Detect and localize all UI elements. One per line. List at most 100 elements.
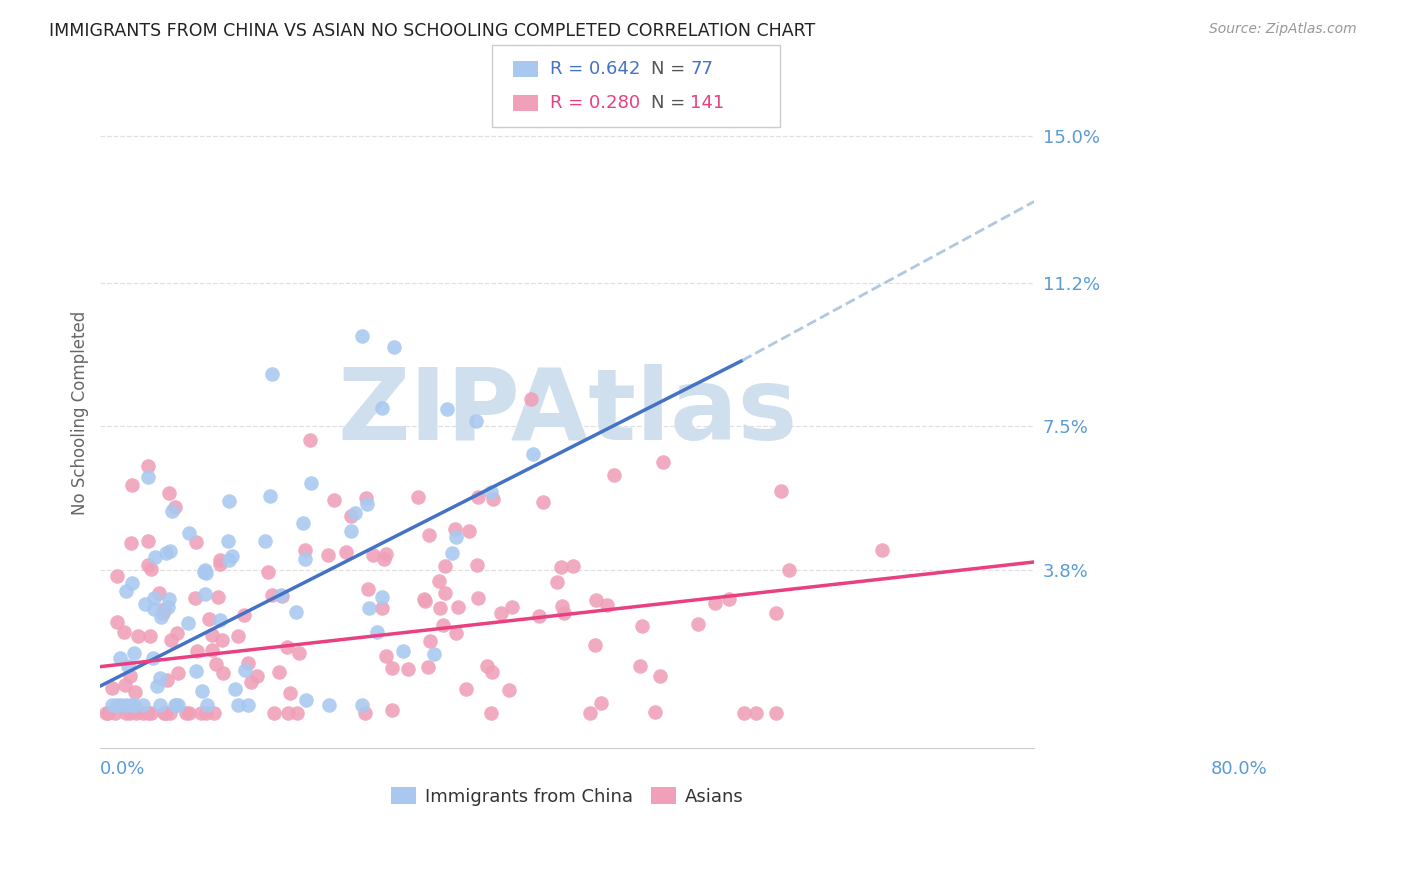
Point	[96, 706, 118, 720]
Point	[124, 706, 146, 720]
Point	[285, 605, 308, 619]
Point	[201, 628, 224, 642]
Point	[118, 706, 141, 720]
Point	[366, 624, 388, 639]
Point	[260, 368, 283, 382]
Point	[114, 583, 136, 598]
Point	[371, 401, 394, 416]
Point	[153, 706, 176, 720]
Point	[200, 643, 222, 657]
Point	[299, 476, 322, 491]
Point	[520, 392, 543, 406]
Point	[179, 526, 201, 541]
Point	[105, 698, 128, 713]
Point	[132, 706, 155, 720]
Point	[110, 698, 132, 713]
Point	[166, 625, 188, 640]
Point	[269, 665, 291, 679]
Point	[136, 458, 159, 473]
Text: N =: N =	[651, 60, 690, 78]
Point	[278, 686, 301, 700]
Point	[441, 546, 464, 560]
Point	[197, 698, 219, 713]
Point	[159, 544, 181, 558]
Point	[413, 593, 436, 607]
Point	[202, 706, 225, 720]
Point	[211, 666, 233, 681]
Point	[481, 665, 503, 680]
Point	[357, 582, 380, 596]
Point	[136, 533, 159, 548]
Point	[553, 606, 575, 620]
Point	[396, 662, 419, 676]
Point	[533, 495, 555, 509]
Point	[427, 574, 450, 588]
Point	[354, 491, 377, 505]
Point	[769, 484, 792, 499]
Point	[371, 601, 394, 615]
Point	[254, 534, 277, 549]
Point	[628, 659, 651, 673]
Point	[124, 684, 146, 698]
Point	[156, 673, 179, 688]
Point	[374, 547, 396, 561]
Y-axis label: No Schooling Completed: No Schooling Completed	[72, 310, 89, 515]
Point	[382, 340, 405, 354]
Point	[434, 586, 457, 600]
Point	[562, 558, 585, 573]
Point	[648, 669, 671, 683]
Point	[139, 628, 162, 642]
Point	[551, 599, 574, 613]
Point	[352, 698, 374, 713]
Point	[127, 629, 149, 643]
Point	[498, 683, 520, 698]
Point	[238, 656, 260, 670]
Point	[444, 626, 467, 640]
Point	[218, 494, 240, 508]
Point	[105, 568, 128, 582]
Point	[323, 492, 346, 507]
Point	[547, 574, 569, 589]
Point	[114, 678, 136, 692]
Point	[121, 576, 143, 591]
Point	[157, 591, 180, 606]
Point	[371, 590, 394, 604]
Point	[294, 542, 316, 557]
Point	[704, 596, 727, 610]
Point	[221, 549, 243, 563]
Point	[101, 681, 124, 696]
Point	[186, 644, 208, 658]
Point	[718, 592, 741, 607]
Point	[527, 609, 550, 624]
Point	[228, 630, 250, 644]
Point	[489, 606, 512, 620]
Point	[318, 698, 340, 713]
Point	[285, 706, 308, 720]
Point	[583, 638, 606, 652]
Point	[688, 617, 710, 632]
Point	[436, 401, 458, 416]
Point	[467, 490, 489, 504]
Point	[432, 618, 454, 632]
Point	[444, 529, 467, 543]
Point	[299, 433, 322, 447]
Point	[479, 706, 502, 720]
Point	[160, 503, 183, 517]
Point	[143, 550, 166, 565]
Point	[644, 705, 666, 719]
Point	[160, 632, 183, 647]
Point	[108, 650, 131, 665]
Point	[155, 546, 177, 560]
Point	[194, 587, 217, 601]
Point	[288, 646, 311, 660]
Text: N =: N =	[651, 94, 690, 112]
Point	[190, 683, 212, 698]
Point	[423, 647, 446, 661]
Text: Source: ZipAtlas.com: Source: ZipAtlas.com	[1209, 22, 1357, 37]
Point	[294, 552, 316, 566]
Point	[153, 706, 176, 720]
Point	[238, 698, 260, 713]
Point	[190, 706, 212, 720]
Point	[232, 608, 254, 623]
Point	[443, 522, 465, 536]
